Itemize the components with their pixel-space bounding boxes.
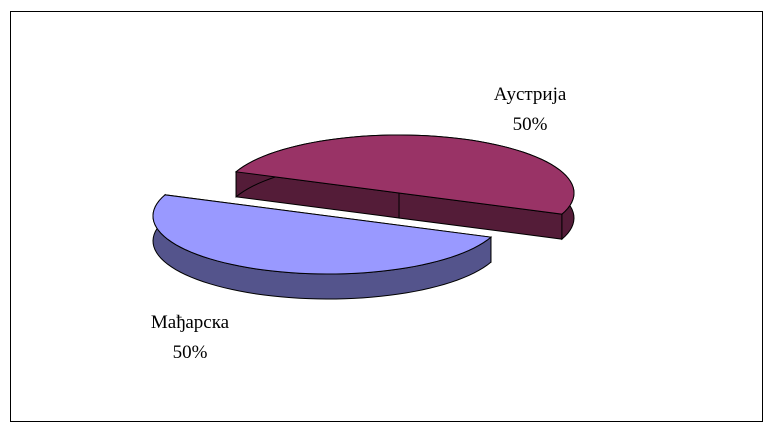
slice-top bbox=[234, 134, 575, 215]
slice-label: Аустрија bbox=[494, 84, 567, 105]
value-label: 50% bbox=[513, 114, 548, 135]
slice-top bbox=[152, 194, 493, 275]
pie-slice bbox=[234, 134, 575, 241]
pie-slice bbox=[152, 193, 493, 300]
slice-label: Мађарска bbox=[151, 312, 230, 333]
value-label: 50% bbox=[173, 342, 208, 363]
